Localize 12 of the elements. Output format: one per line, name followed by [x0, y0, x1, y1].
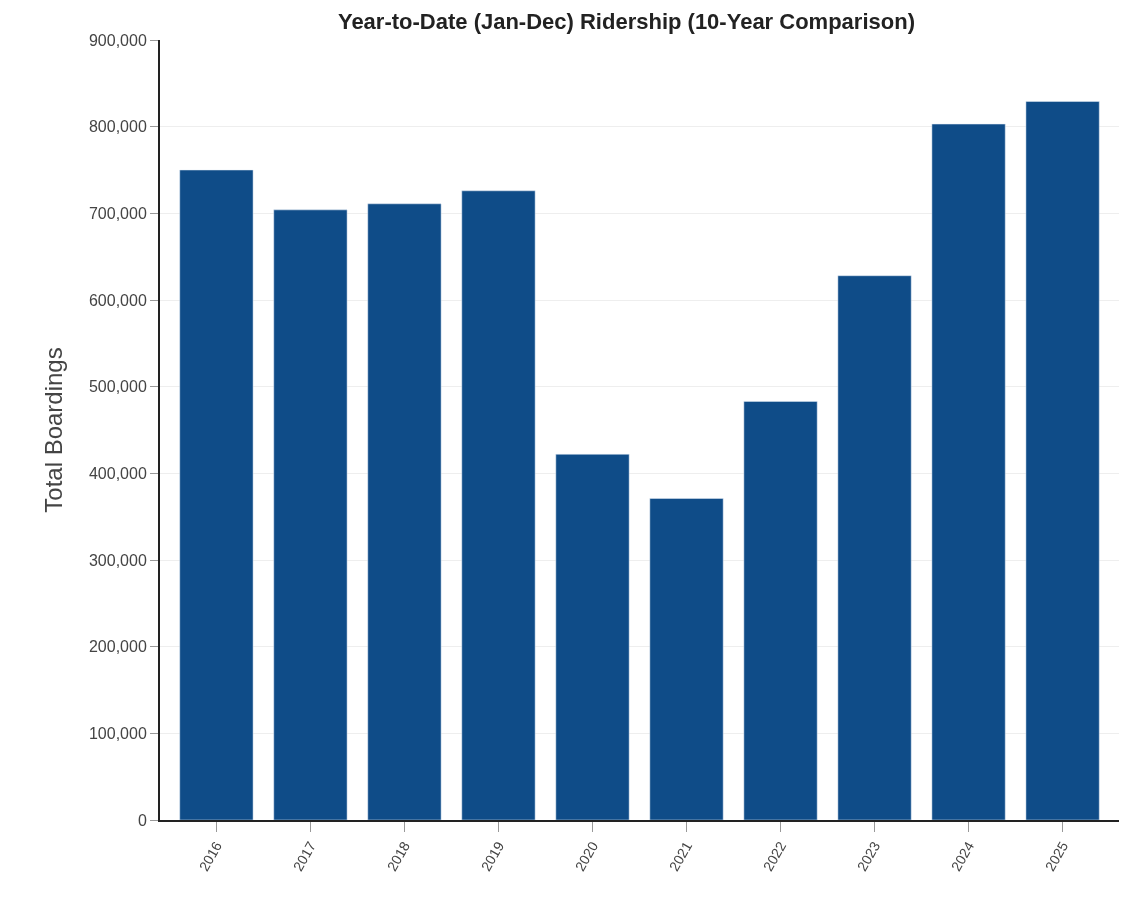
- y-tick-label: 300,000: [88, 551, 147, 569]
- y-tick-label: 200,000: [88, 638, 147, 656]
- y-axis-title: Total Boardings: [39, 347, 67, 513]
- y-tick-label: 100,000: [88, 724, 147, 742]
- y-tick-label: 600,000: [88, 291, 147, 309]
- y-tick-label: 800,000: [88, 118, 147, 136]
- y-tick-label: 700,000: [88, 204, 147, 222]
- y-tick-label: 0: [137, 811, 147, 829]
- chart-title: Year-to-Date (Jan-Dec) Ridership (10-Year Comparison): [337, 8, 915, 34]
- y-tick-label: 500,000: [88, 378, 147, 396]
- y-tick-label: 900,000: [88, 31, 147, 49]
- y-tick-label: 400,000: [88, 464, 147, 482]
